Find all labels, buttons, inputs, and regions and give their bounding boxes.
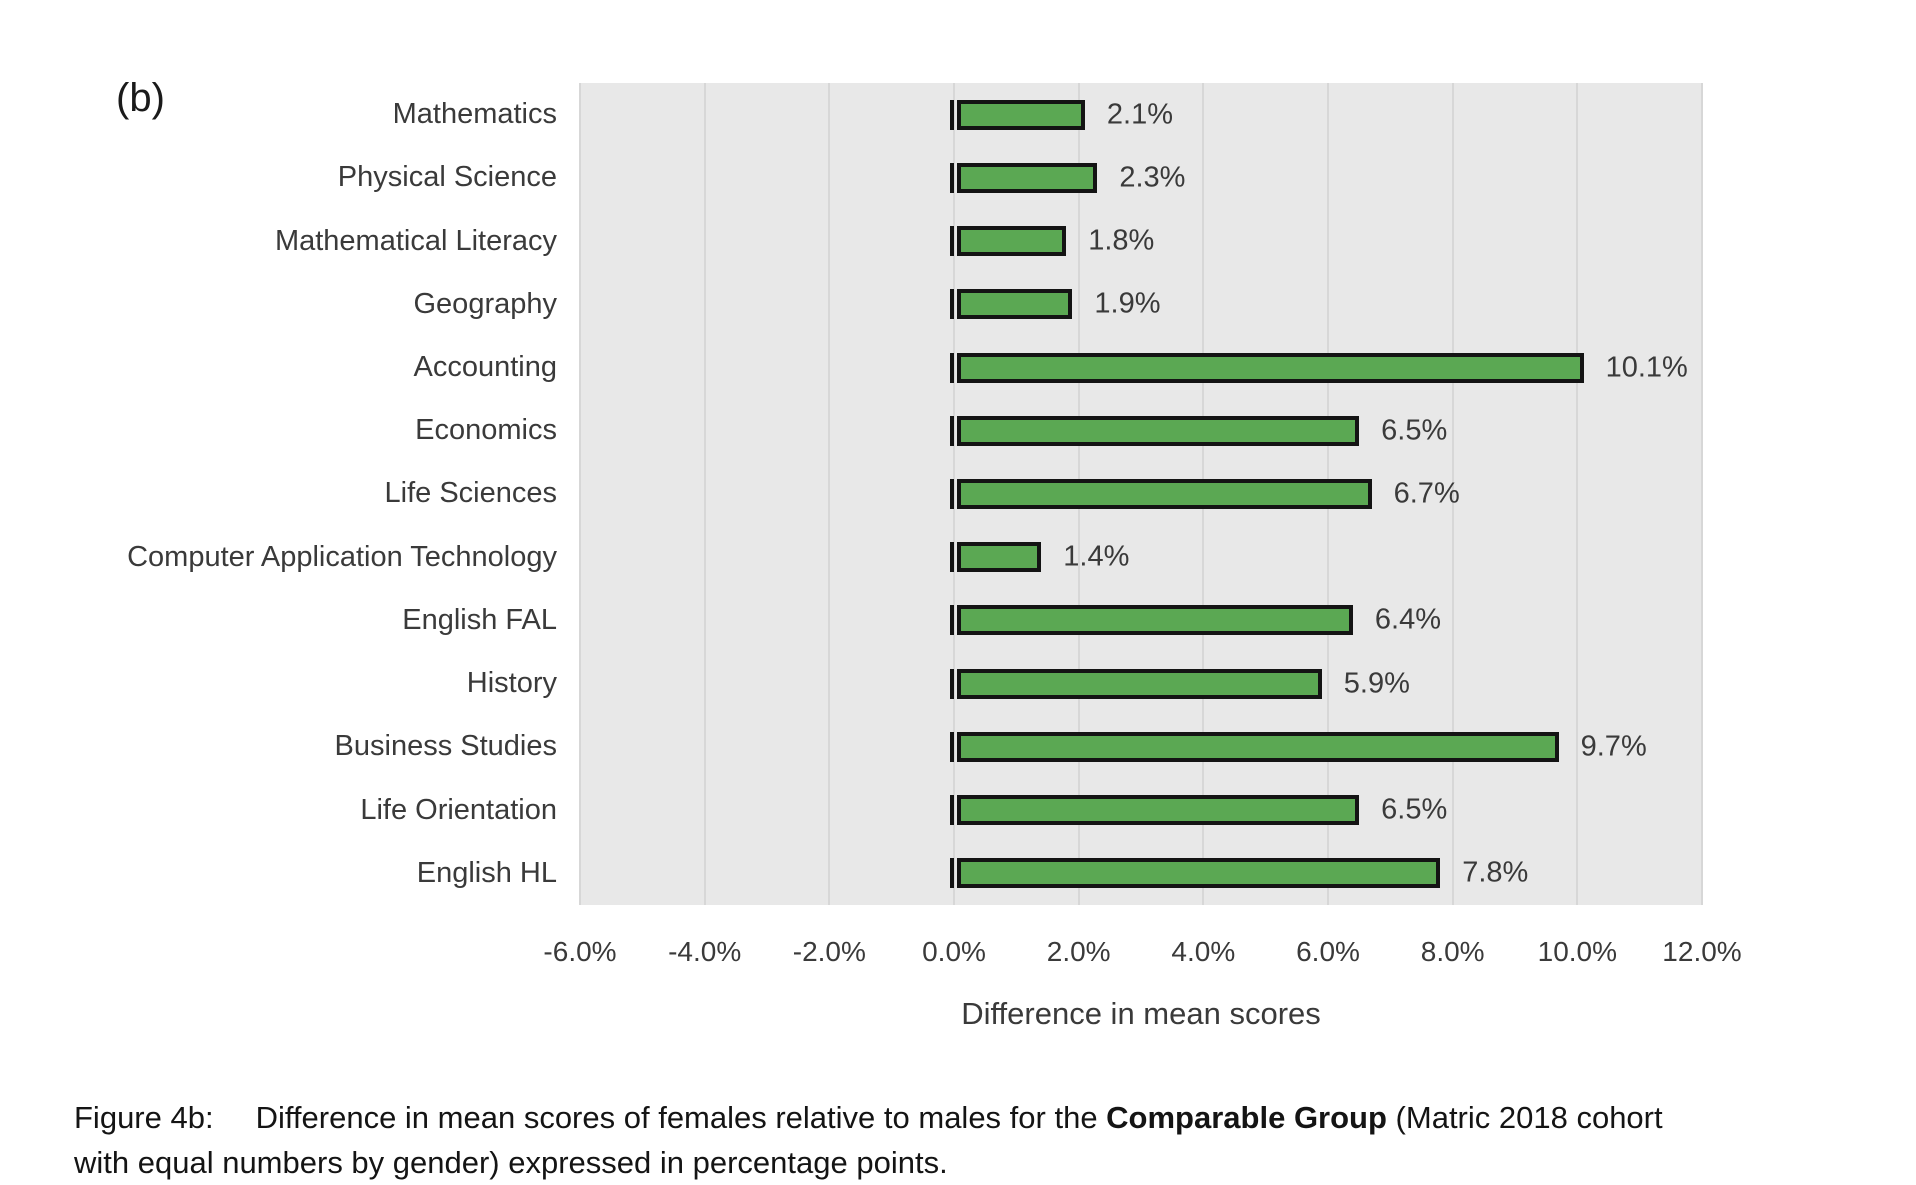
bar-value-label: 6.7% — [1393, 477, 1460, 510]
gridline — [1701, 83, 1703, 905]
bar-row: 2.1% — [580, 83, 1702, 146]
bar-value-label: 7.8% — [1462, 856, 1529, 889]
zero-axis-tick — [950, 99, 954, 130]
zero-axis-tick — [950, 605, 954, 636]
bar-value-label: 9.7% — [1580, 730, 1647, 763]
bar-row: 7.8% — [580, 842, 1702, 905]
category-label: Economics — [415, 414, 557, 447]
panel-label: (b) — [116, 76, 165, 120]
zero-axis-tick — [950, 162, 954, 193]
bar-row: 6.5% — [580, 779, 1702, 842]
zero-axis-tick — [950, 415, 954, 446]
gridline — [1576, 83, 1579, 905]
bar — [957, 668, 1322, 699]
bar-value-label: 5.9% — [1343, 667, 1410, 700]
bar — [957, 226, 1067, 257]
bar — [957, 162, 1098, 193]
category-axis-labels: Mathematics Physical Science Mathematical … — [60, 83, 557, 905]
category-label: Mathematical Literacy — [274, 224, 557, 257]
figure-caption: Figure 4b: Difference in mean scores of f… — [74, 1095, 1884, 1185]
bar-value-label: 1.4% — [1063, 540, 1130, 573]
caption-text-2: (Matric 2018 cohort — [1386, 1100, 1663, 1135]
gridline — [579, 83, 581, 905]
bar-row: 6.7% — [580, 462, 1702, 525]
x-tick-label: 2.0% — [1046, 936, 1111, 967]
x-tick-label: 4.0% — [1171, 936, 1236, 967]
category-label: Computer Application Technology — [127, 540, 557, 573]
category-label: Business Studies — [334, 730, 557, 763]
bar-row: 1.4% — [580, 526, 1702, 589]
x-tick-label: -6.0% — [543, 936, 617, 967]
caption-text-1: Difference in mean scores of females rel… — [255, 1100, 1107, 1135]
gridline — [1451, 83, 1454, 905]
gridline — [828, 83, 831, 905]
bar-row: 9.7% — [580, 715, 1702, 778]
bar — [957, 415, 1360, 446]
bar — [957, 99, 1085, 130]
bar — [957, 352, 1584, 383]
x-axis-title: Difference in mean scores — [961, 996, 1321, 1031]
bar-row: 1.9% — [580, 273, 1702, 336]
plot-area: 2.1% 2.3% 1.8% 1.9% 10.1% 6.5% 6.7% 1.4% 6.4% 5.9… — [579, 83, 1703, 905]
x-tick-label: 6.0% — [1296, 936, 1360, 967]
zero-axis-tick — [950, 731, 954, 762]
caption-figure-number: Figure 4b: — [74, 1100, 214, 1135]
category-label: Mathematics — [392, 98, 557, 131]
bar-row: 6.4% — [580, 589, 1702, 652]
zero-axis-tick — [950, 478, 954, 509]
bar-row: 6.5% — [580, 399, 1702, 462]
category-label: English FAL — [402, 603, 557, 636]
bar-row: 2.3% — [580, 146, 1702, 209]
category-label: History — [466, 667, 557, 700]
category-label: Geography — [413, 287, 558, 320]
category-label: Life Sciences — [384, 477, 558, 510]
zero-axis-tick — [950, 795, 954, 826]
bar-value-label: 2.3% — [1119, 161, 1186, 194]
zero-axis-tick — [950, 542, 954, 573]
bar — [957, 858, 1441, 889]
bar-value-label: 6.5% — [1381, 414, 1448, 447]
x-axis-tick-labels: -6.0% -4.0% -2.0% 0.0% 2.0% 4.0% 6.0% 8.0% 10.0%… — [543, 936, 1741, 976]
x-tick-label: -4.0% — [668, 936, 742, 967]
x-tick-label: -2.0% — [792, 936, 866, 967]
x-tick-label: 10.0% — [1537, 936, 1618, 967]
gridline — [703, 83, 706, 905]
bar-row: 1.8% — [580, 209, 1702, 272]
x-tick-label: 12.0% — [1662, 936, 1742, 967]
gridline — [953, 83, 955, 905]
bar — [957, 731, 1559, 762]
bar-row: 10.1% — [580, 336, 1702, 399]
bar — [957, 605, 1353, 636]
category-label: Life Orientation — [360, 793, 557, 826]
bar — [957, 289, 1073, 320]
bar — [957, 478, 1372, 509]
zero-axis-tick — [950, 289, 954, 320]
category-label: English HL — [416, 856, 557, 889]
zero-axis-tick — [950, 668, 954, 699]
bar-value-label: 6.4% — [1374, 603, 1442, 636]
category-label: Physical Science — [337, 161, 557, 194]
bar — [957, 542, 1042, 573]
bar-value-label: 1.8% — [1088, 224, 1155, 257]
bar — [957, 795, 1360, 826]
bar-value-label: 6.5% — [1381, 793, 1448, 826]
zero-axis-tick — [950, 352, 954, 383]
zero-axis-tick — [950, 226, 954, 257]
bar-value-label: 1.9% — [1094, 287, 1161, 320]
bar-row: 5.9% — [580, 652, 1702, 715]
x-tick-label: 8.0% — [1420, 936, 1485, 967]
caption-bold-text: Comparable Group — [1106, 1100, 1387, 1135]
bar-value-label: 2.1% — [1106, 98, 1173, 131]
caption-text-3: with equal numbers by gender) expressed … — [74, 1145, 948, 1180]
bar-value-label: 10.1% — [1605, 351, 1688, 384]
zero-axis-tick — [950, 858, 954, 889]
x-tick-label: 0.0% — [922, 936, 986, 967]
category-label: Accounting — [413, 351, 558, 384]
